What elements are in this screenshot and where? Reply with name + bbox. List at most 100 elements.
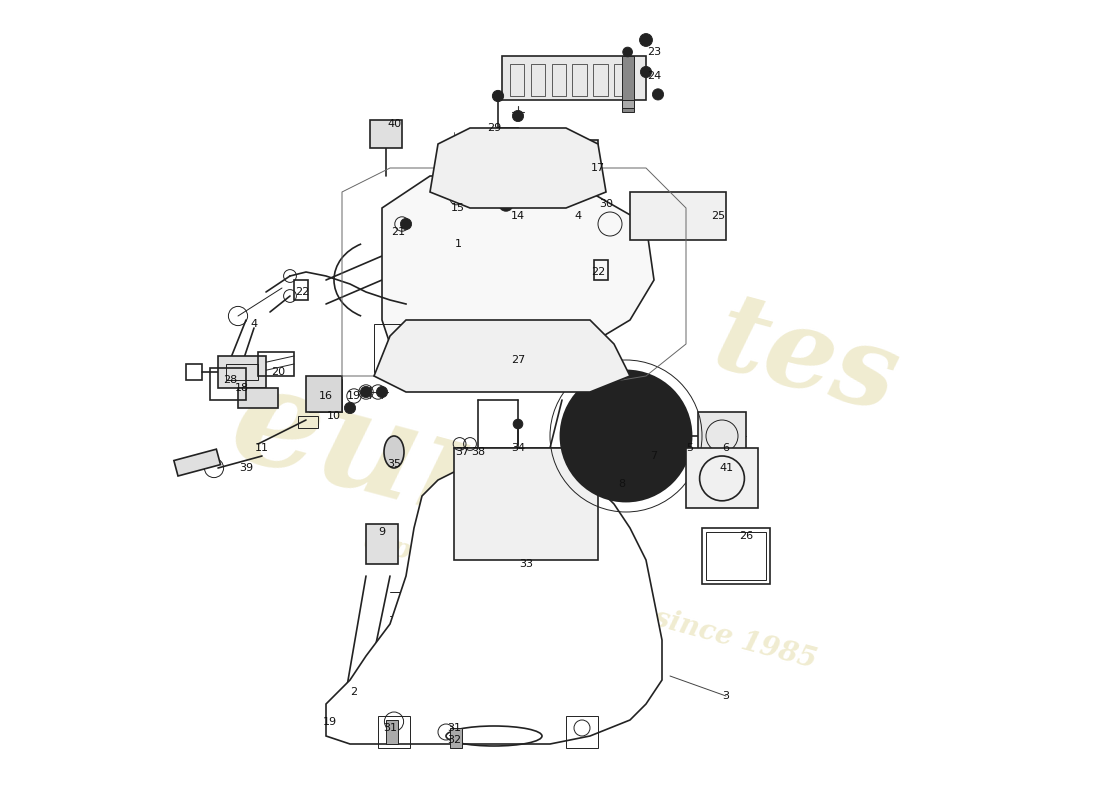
- Text: 4: 4: [574, 211, 582, 221]
- Circle shape: [400, 218, 411, 230]
- Bar: [558, 140, 598, 168]
- Bar: [594, 260, 608, 280]
- Bar: [450, 728, 462, 748]
- Bar: [370, 120, 402, 148]
- Text: 19: 19: [323, 717, 337, 726]
- Bar: [386, 720, 398, 744]
- Bar: [502, 56, 646, 100]
- Text: 10: 10: [327, 411, 341, 421]
- Text: 6: 6: [723, 443, 729, 453]
- Circle shape: [493, 90, 504, 102]
- Bar: [210, 368, 246, 400]
- Bar: [510, 64, 525, 96]
- Bar: [686, 448, 758, 508]
- Bar: [238, 388, 278, 408]
- Circle shape: [623, 47, 632, 57]
- Text: 29: 29: [487, 123, 502, 133]
- Circle shape: [513, 110, 524, 122]
- Bar: [551, 64, 566, 96]
- Circle shape: [498, 197, 514, 211]
- Bar: [294, 280, 308, 300]
- Text: 2: 2: [351, 687, 358, 697]
- Text: 25: 25: [711, 211, 725, 221]
- Text: 31: 31: [447, 723, 461, 733]
- Text: 24: 24: [647, 71, 661, 81]
- Text: a passion for parts since 1985: a passion for parts since 1985: [361, 526, 820, 674]
- Text: 31: 31: [383, 723, 397, 733]
- Bar: [258, 352, 294, 376]
- Bar: [226, 364, 258, 380]
- Text: 33: 33: [519, 559, 534, 569]
- Circle shape: [560, 370, 692, 502]
- Polygon shape: [326, 456, 662, 744]
- Bar: [593, 64, 607, 96]
- Text: 26: 26: [739, 531, 754, 541]
- Text: 17: 17: [591, 163, 605, 173]
- Bar: [566, 716, 598, 748]
- Text: 38: 38: [471, 447, 485, 457]
- Circle shape: [514, 419, 522, 429]
- Text: 39: 39: [239, 463, 253, 473]
- Bar: [374, 324, 470, 372]
- Circle shape: [376, 386, 387, 398]
- Circle shape: [456, 190, 468, 202]
- Circle shape: [639, 34, 652, 46]
- Bar: [614, 64, 628, 96]
- Text: 30: 30: [600, 199, 613, 209]
- Bar: [310, 380, 342, 412]
- Text: 11: 11: [255, 443, 270, 453]
- Bar: [630, 192, 726, 240]
- Text: 8: 8: [618, 479, 626, 489]
- Text: 32: 32: [447, 735, 461, 745]
- Polygon shape: [374, 320, 630, 392]
- Bar: [366, 524, 398, 564]
- Text: 18: 18: [235, 383, 249, 393]
- Bar: [174, 449, 220, 476]
- Text: 40: 40: [387, 119, 402, 129]
- Text: 41: 41: [719, 463, 733, 473]
- Text: 19: 19: [346, 391, 361, 401]
- Bar: [706, 532, 766, 580]
- Text: 27: 27: [510, 355, 525, 365]
- Polygon shape: [430, 128, 606, 208]
- Circle shape: [344, 402, 355, 414]
- Bar: [218, 356, 266, 388]
- Circle shape: [361, 386, 372, 398]
- Ellipse shape: [384, 436, 404, 468]
- Text: 16: 16: [319, 391, 333, 401]
- Bar: [698, 412, 746, 460]
- Text: 4: 4: [251, 319, 257, 329]
- Bar: [454, 448, 598, 560]
- Text: 1: 1: [454, 239, 462, 249]
- Text: 20: 20: [271, 367, 285, 377]
- Text: euro: euro: [217, 354, 595, 574]
- Text: 23: 23: [647, 47, 661, 57]
- Text: 14: 14: [510, 211, 525, 221]
- Text: 35: 35: [387, 459, 402, 469]
- Text: tes: tes: [703, 284, 909, 436]
- Bar: [531, 64, 546, 96]
- Text: 21: 21: [390, 227, 405, 237]
- Text: 5: 5: [686, 443, 693, 453]
- Text: 22: 22: [295, 287, 309, 297]
- Bar: [306, 376, 342, 412]
- Bar: [186, 364, 202, 380]
- Bar: [298, 416, 318, 428]
- Bar: [378, 716, 410, 748]
- Text: 37: 37: [455, 447, 469, 457]
- Circle shape: [640, 66, 651, 78]
- Text: 3: 3: [723, 691, 729, 701]
- Bar: [621, 100, 634, 108]
- Circle shape: [488, 130, 499, 142]
- Text: 22: 22: [591, 267, 605, 277]
- Bar: [572, 64, 586, 96]
- Circle shape: [612, 422, 640, 450]
- Text: 15: 15: [451, 203, 465, 213]
- Text: 9: 9: [378, 527, 386, 537]
- Bar: [621, 56, 634, 112]
- Polygon shape: [382, 176, 654, 368]
- Bar: [702, 528, 770, 584]
- Circle shape: [652, 89, 663, 100]
- Text: 28: 28: [223, 375, 238, 385]
- Text: 7: 7: [650, 451, 658, 461]
